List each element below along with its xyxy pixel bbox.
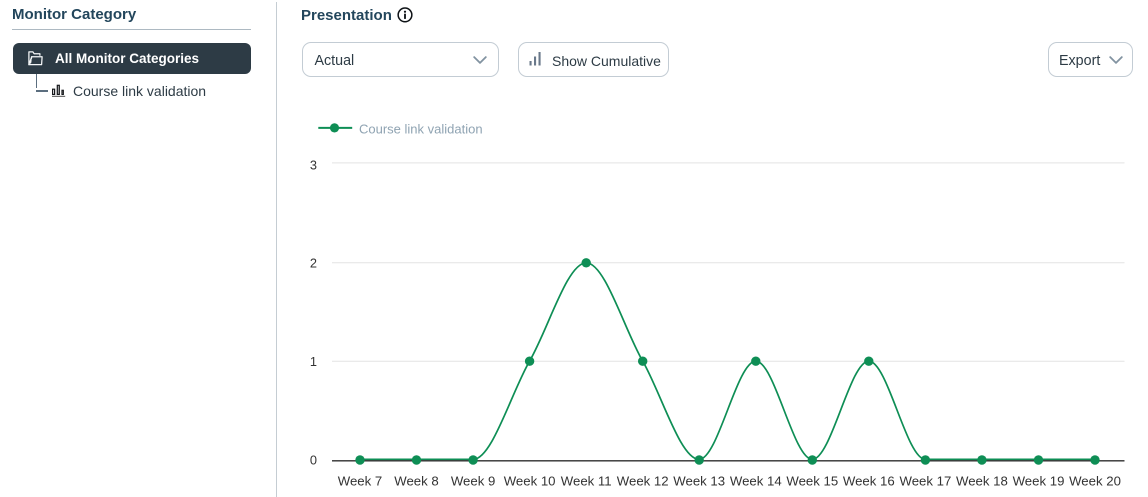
svg-text:1: 1 xyxy=(310,354,317,369)
svg-text:2: 2 xyxy=(310,256,317,271)
svg-text:Week 10: Week 10 xyxy=(504,474,556,489)
svg-text:Week 18: Week 18 xyxy=(956,474,1008,489)
svg-text:3: 3 xyxy=(310,158,317,173)
svg-text:0: 0 xyxy=(310,452,317,467)
svg-text:Week 12: Week 12 xyxy=(617,474,669,489)
svg-text:Week 8: Week 8 xyxy=(394,474,438,489)
svg-text:Week 16: Week 16 xyxy=(843,474,895,489)
svg-text:Week 15: Week 15 xyxy=(786,474,838,489)
svg-text:Week 7: Week 7 xyxy=(338,474,382,489)
svg-text:Week 19: Week 19 xyxy=(1013,474,1065,489)
svg-text:Week 14: Week 14 xyxy=(730,474,782,489)
svg-text:Week 13: Week 13 xyxy=(673,474,725,489)
svg-text:Week 17: Week 17 xyxy=(899,474,951,489)
svg-text:Week 20: Week 20 xyxy=(1069,474,1121,489)
svg-text:Week 11: Week 11 xyxy=(561,474,612,489)
svg-text:Week 9: Week 9 xyxy=(451,474,495,489)
svg-text:Course link validation: Course link validation xyxy=(359,121,483,136)
